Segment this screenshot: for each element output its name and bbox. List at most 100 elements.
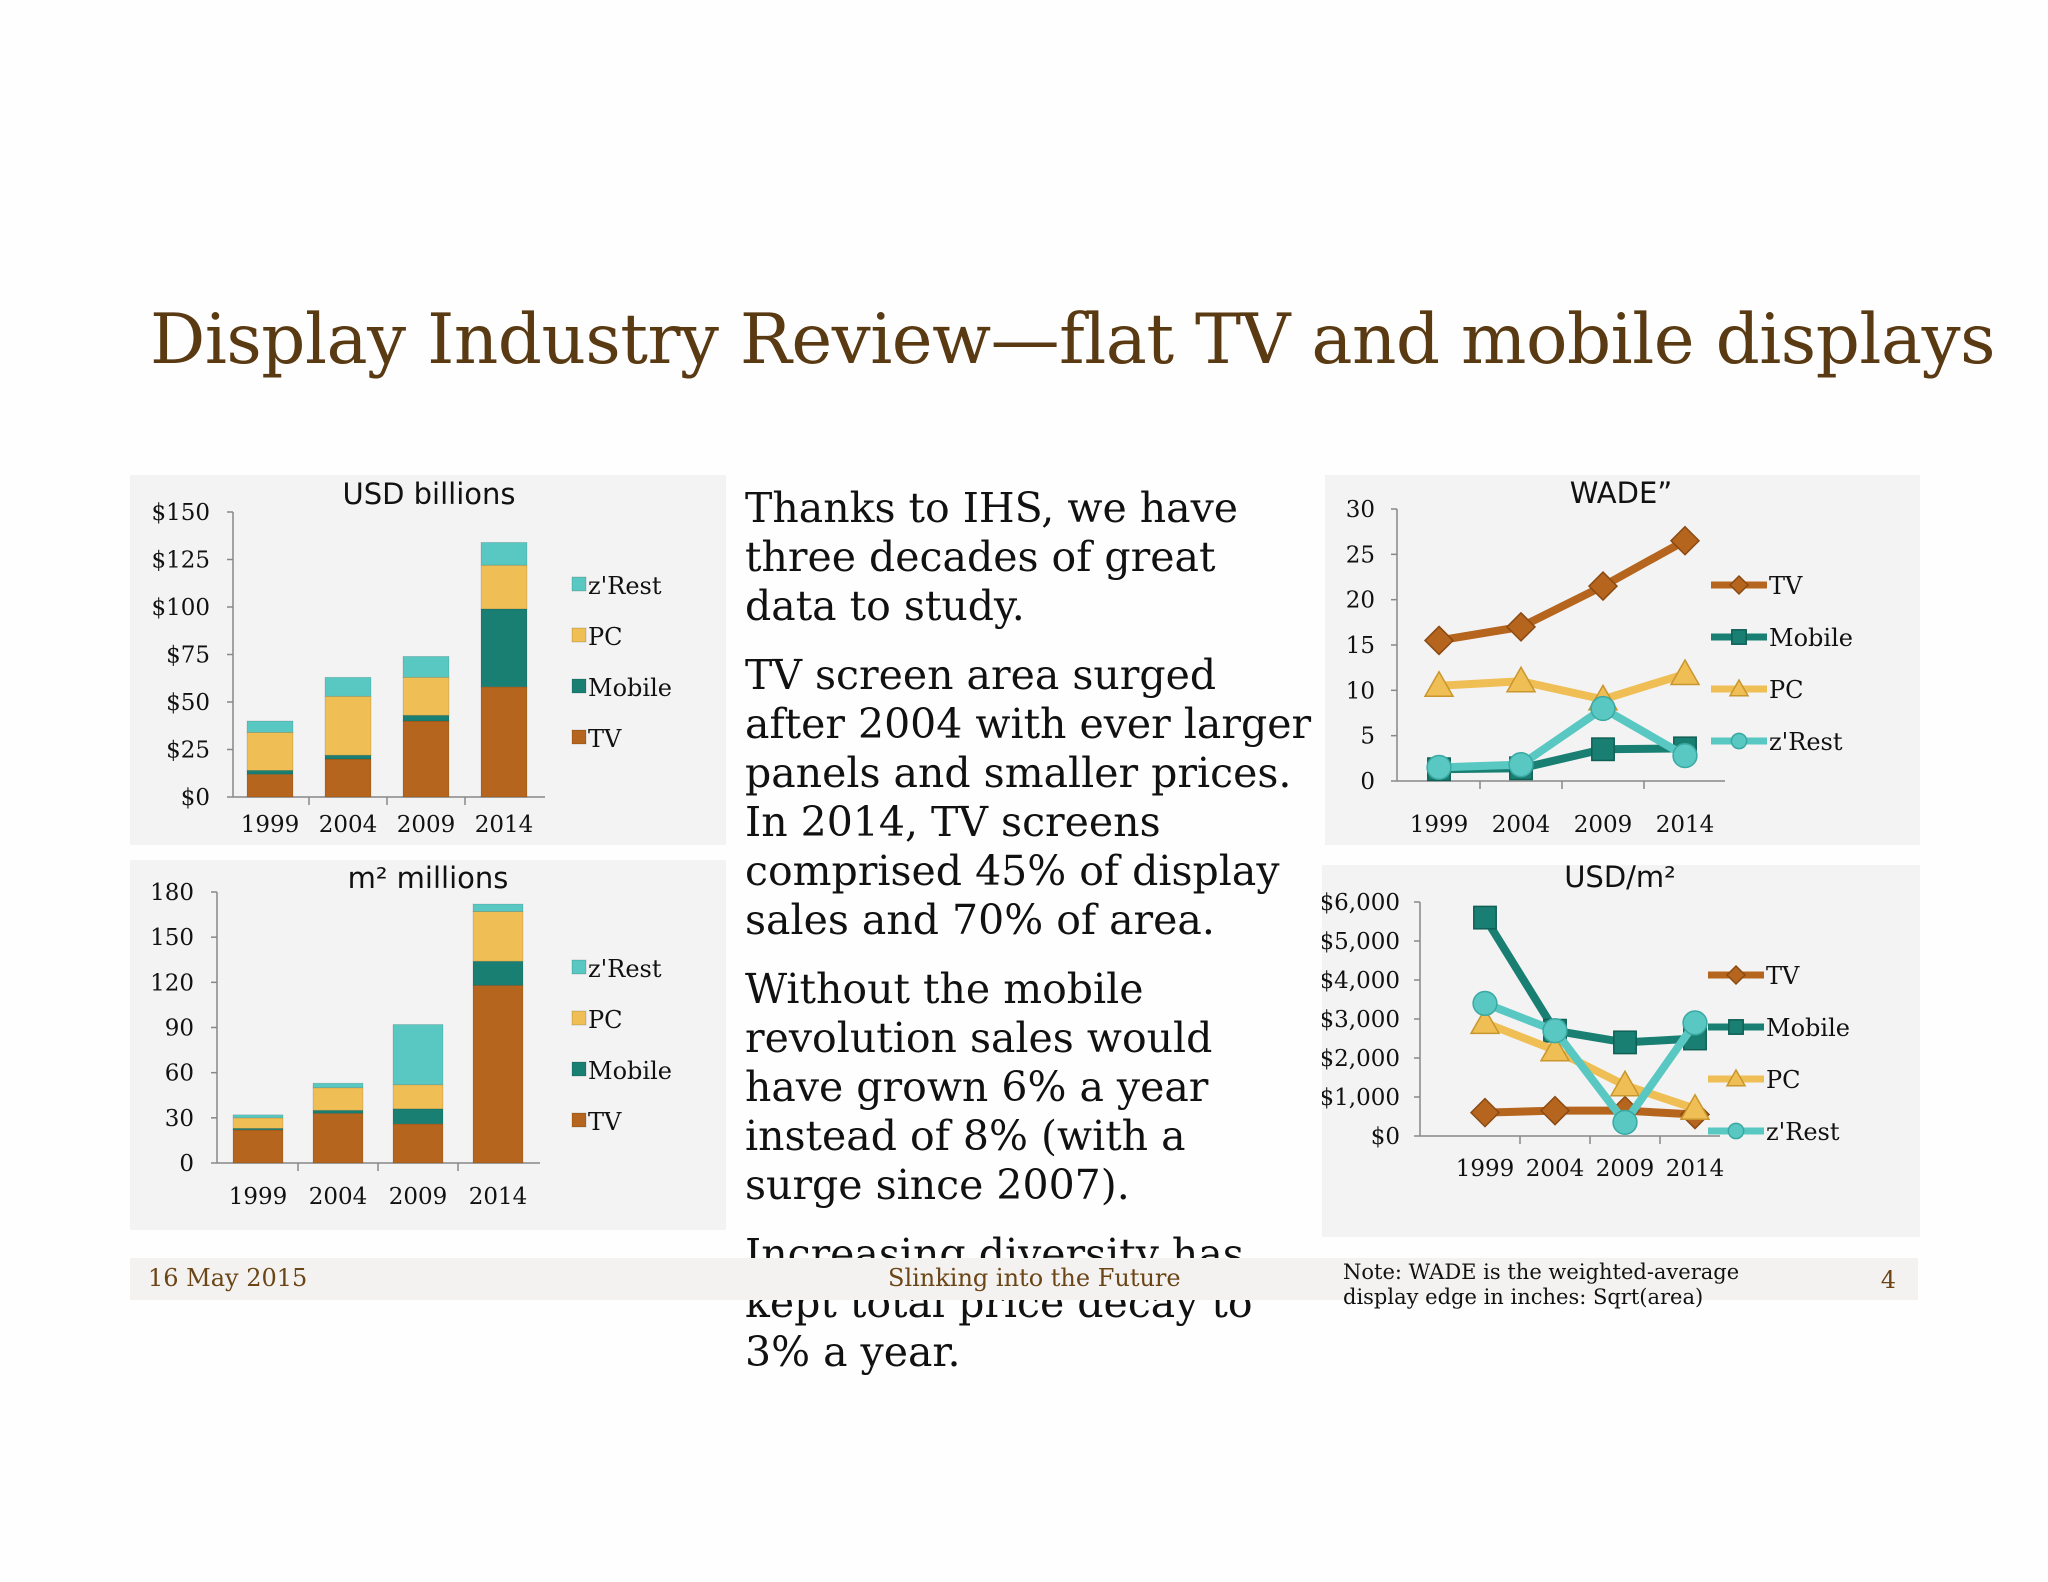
price-chart-legend-marker-pc (1725, 1068, 1747, 1087)
wade-chart-legend-label-z-rest: z'Rest (1769, 728, 1843, 756)
price-chart-point-mobile-2009 (1613, 1030, 1637, 1055)
usd-chart-x-tick-label: 2014 (475, 812, 534, 838)
area-chart-x-tick-label: 2009 (389, 1184, 448, 1210)
price-chart-point-pc-2004 (1539, 1034, 1571, 1062)
footer: 16 May 2015 Slinking into the Future Not… (130, 1258, 1918, 1309)
area-chart-title: m² millions (348, 861, 509, 895)
wade-chart-legend-label-pc: PC (1769, 676, 1804, 704)
usd-chart-legend-label-pc: PC (588, 623, 623, 651)
price-chart-line-z-rest (1483, 999, 1699, 1127)
usd-chart-y-tick-label: $150 (151, 500, 210, 526)
wade-chart-legend-marker-pc (1728, 678, 1750, 697)
area-chart-y-tick-label: 30 (165, 1106, 194, 1132)
price-chart-legend-marker-z-rest (1727, 1122, 1745, 1140)
wade-chart-point-pc-2014 (1669, 658, 1701, 686)
usd-chart-bar-mobile-2009 (402, 714, 450, 722)
price-chart-point-z-rest-2014 (1682, 1010, 1708, 1036)
body-paragraph-4: Increasing diversity has kept total pric… (745, 1230, 1253, 1376)
area-chart-bar-mobile-2014 (472, 960, 524, 986)
usd-chart-bar-tv-2009 (402, 720, 450, 798)
area-chart-legend-label-z-rest: z'Rest (588, 955, 662, 983)
area-chart-bar-tv-2009 (392, 1123, 444, 1164)
area-chart-bar-tv-2014 (472, 984, 524, 1164)
usd-chart-legend-swatch-z-rest (571, 576, 587, 592)
area-chart-y-tick-label: 0 (179, 1151, 194, 1177)
area-chart-x-tick-label: 1999 (229, 1184, 288, 1210)
usd-chart-x-tick-label: 2004 (319, 812, 378, 838)
wade-chart-point-pc-2004 (1505, 665, 1537, 693)
wade-chart-line-pc (1438, 670, 1687, 704)
wade-chart: WADE” 0 5 10 15 20 25 30 1999 2004 2009 2014 TV Mobil… (1325, 475, 1920, 845)
usd-per-m2-chart: USD/m² $0 $1,000 $2,000 $3,000 $4,000 $5,000 $6… (1322, 865, 1920, 1237)
area-chart-bar-pc-2009 (392, 1084, 444, 1110)
usd-chart-bar-pc-2014 (480, 564, 528, 610)
usd-billions-chart-svg: USD billions $0 $25 $50 $75 $100 $125 $150 1999 2… (151, 477, 672, 838)
area-chart-bar-z-rest-1999 (232, 1114, 284, 1119)
price-chart-point-pc-2014 (1679, 1093, 1711, 1120)
wade-chart-legend-marker-z-rest (1730, 732, 1748, 750)
usd-chart-bar-z-rest-2014 (480, 542, 528, 566)
body-paragraph-2: TV screen area surged after 2004 with ev… (745, 651, 1312, 944)
price-chart-legend-marker-mobile (1728, 1019, 1744, 1035)
wade-chart-y-tick-label: 0 (1360, 769, 1375, 795)
wade-chart-legend-marker-tv (1728, 574, 1750, 596)
wade-chart-point-tv-2004 (1505, 611, 1537, 642)
area-chart-bar-pc-1999 (232, 1117, 284, 1129)
area-chart-legend-swatch-mobile (571, 1061, 587, 1077)
usd-chart-x-tick-label: 2009 (397, 812, 456, 838)
wade-chart-x-tick-label: 1999 (1410, 812, 1469, 838)
wade-chart-point-z-rest-2014 (1672, 742, 1698, 769)
area-chart-legend-label-mobile: Mobile (588, 1057, 672, 1085)
wade-chart-y-tick-label: 30 (1346, 497, 1375, 523)
wade-chart-point-z-rest-1999 (1426, 754, 1452, 781)
price-chart-point-pc-1999 (1469, 1007, 1501, 1035)
usd-chart-legend-swatch-mobile (571, 678, 587, 694)
price-chart-x-tick-label: 2014 (1666, 1156, 1725, 1182)
footer-presentation-title: Slinking into the Future (888, 1264, 1181, 1292)
price-chart-y-tick-label: $4,000 (1322, 968, 1400, 994)
wade-chart-line-tv (1438, 537, 1687, 645)
price-chart-point-tv-1999 (1469, 1097, 1501, 1128)
usd-per-m2-chart-svg: USD/m² $0 $1,000 $2,000 $3,000 $4,000 $5,000 $6… (1322, 865, 1850, 1182)
wade-chart-point-z-rest-2009 (1590, 695, 1616, 722)
usd-chart-bar-tv-2004 (324, 758, 372, 798)
area-chart-legend-label-pc: PC (588, 1006, 623, 1034)
area-chart-y-tick-label: 120 (150, 970, 194, 996)
usd-chart-bar-mobile-1999 (246, 769, 294, 775)
price-chart-line-tv (1484, 1106, 1696, 1119)
wade-chart-line-z-rest (1438, 704, 1687, 772)
area-chart-y-tick-label: 180 (150, 880, 194, 906)
usd-billions-chart: USD billions $0 $25 $50 $75 $100 $125 $150 1999 2… (130, 475, 726, 845)
price-chart-legend-label-pc: PC (1766, 1066, 1801, 1094)
price-chart-point-pc-2009 (1609, 1069, 1641, 1097)
area-chart-legend-label-tv: TV (588, 1108, 622, 1136)
price-chart-line-mobile (1481, 915, 1696, 1047)
area-chart-y-tick-label: 60 (165, 1061, 194, 1087)
usd-chart-bar-pc-1999 (246, 731, 294, 771)
area-chart-legend-swatch-pc (571, 1010, 587, 1026)
area-chart-bar-mobile-2004 (312, 1109, 364, 1114)
usd-chart-y-tick-label: $75 (166, 643, 210, 669)
body-text: Thanks to IHS, we have three decades of … (745, 484, 1315, 1397)
area-chart-y-tick-label: 150 (150, 925, 194, 951)
area-chart-x-tick-label: 2014 (469, 1184, 528, 1210)
price-chart-x-tick-label: 2004 (1526, 1156, 1585, 1182)
usd-chart-y-tick-label: $0 (181, 785, 210, 811)
wade-chart-point-mobile-2009 (1591, 737, 1615, 762)
usd-chart-bar-mobile-2004 (324, 754, 372, 760)
area-chart-bar-z-rest-2009 (392, 1024, 444, 1086)
price-chart-point-mobile-1999 (1473, 905, 1497, 930)
price-chart-y-tick-label: $5,000 (1322, 929, 1400, 955)
area-chart-bar-pc-2004 (312, 1087, 364, 1111)
price-chart-y-tick-label: $6,000 (1322, 890, 1400, 916)
area-millions-chart: m² millions 0 30 60 90 120 150 180 1999 2004 2009 2… (130, 860, 726, 1230)
wade-chart-point-z-rest-2004 (1508, 752, 1534, 778)
footer-note: Note: WADE is the weighted-average displ… (1343, 1260, 1740, 1309)
body-paragraph-3: Without the mobile revolution sales woul… (745, 965, 1213, 1209)
price-chart-line-pc (1483, 1019, 1697, 1113)
area-chart-y-tick-label: 90 (165, 1016, 194, 1042)
price-chart-y-tick-label: $1,000 (1322, 1085, 1400, 1111)
wade-chart-y-tick-label: 5 (1360, 724, 1375, 750)
wade-chart-legend-label-tv: TV (1769, 572, 1803, 600)
price-chart-title: USD/m² (1564, 865, 1676, 894)
